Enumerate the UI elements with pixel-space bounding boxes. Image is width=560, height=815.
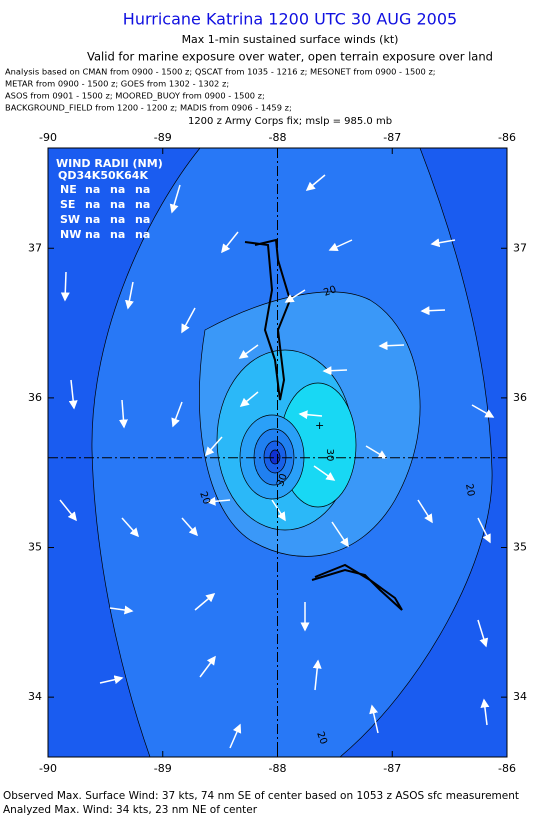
y-tick-label: 37 <box>513 241 527 254</box>
analysis-line: METAR from 0900 - 1500 z; GOES from 1302… <box>5 79 229 89</box>
y-tick-label: 35 <box>28 541 42 554</box>
x-tick-label: -88 <box>269 131 287 144</box>
x-tick-label: -89 <box>154 131 172 144</box>
radii-cell: na <box>110 183 125 196</box>
x-tick-label: -89 <box>154 762 172 775</box>
wind-field: + <box>48 148 507 757</box>
x-tick-label: -90 <box>39 762 57 775</box>
contour-label: 30 <box>275 472 290 488</box>
y-tick-label: 34 <box>513 690 527 703</box>
radii-cell: na <box>110 213 125 226</box>
radii-cell: na <box>135 198 150 211</box>
analysis-line: ASOS from 0901 - 1500 z; MOORED_BUOY fro… <box>5 91 265 101</box>
contour-label: 20 <box>322 284 338 299</box>
x-tick-label: -86 <box>498 762 516 775</box>
fix-note: 1200 z Army Corps fix; mslp = 985.0 mb <box>188 116 392 127</box>
radii-cell: NE <box>60 183 77 196</box>
y-tick-label: 36 <box>28 391 42 404</box>
y-tick-label: 34 <box>28 690 42 703</box>
x-tick-label: -88 <box>269 762 287 775</box>
radii-header: QD34K50K64K <box>58 169 148 182</box>
radii-cell: SW <box>60 213 80 226</box>
contour-label: 30 <box>324 449 335 462</box>
y-tick-label: 36 <box>513 391 527 404</box>
y-tick-label: 37 <box>28 241 42 254</box>
title: Hurricane Katrina 1200 UTC 30 AUG 2005 <box>123 10 457 29</box>
x-tick-label: -87 <box>383 131 401 144</box>
max-wind-marker: + <box>315 419 324 432</box>
radii-cell: na <box>135 228 150 241</box>
radii-cell: na <box>85 183 100 196</box>
radii-title: WIND RADII (NM) <box>56 157 163 170</box>
y-tick-label: 35 <box>513 541 527 554</box>
x-tick-label: -90 <box>39 131 57 144</box>
radii-cell: na <box>85 198 100 211</box>
radii-cell: na <box>135 213 150 226</box>
radii-cell: SE <box>60 198 75 211</box>
analysis-line: Analysis based on CMAN from 0900 - 1500 … <box>5 67 436 77</box>
footer-line: Observed Max. Surface Wind: 37 kts, 74 n… <box>3 790 519 802</box>
radii-cell: NW <box>60 228 81 241</box>
contour-label: 20 <box>197 490 212 506</box>
valid-note: Valid for marine exposure over water, op… <box>87 50 493 64</box>
radii-cell: na <box>135 183 150 196</box>
radii-cell: na <box>85 228 100 241</box>
analysis-line: BACKGROUND_FIELD from 1200 - 1200 z; MAD… <box>5 103 292 113</box>
x-tick-label: -87 <box>383 762 401 775</box>
contour-label: 20 <box>463 483 476 497</box>
contour-label: 20 <box>314 730 329 746</box>
subtitle: Max 1-min sustained surface winds (kt) <box>182 33 399 46</box>
x-tick-label: -86 <box>498 131 516 144</box>
radii-cell: na <box>85 213 100 226</box>
radii-cell: na <box>110 228 125 241</box>
radii-cell: na <box>110 198 125 211</box>
footer-line: Analyzed Max. Wind: 34 kts, 23 nm NE of … <box>3 804 258 815</box>
